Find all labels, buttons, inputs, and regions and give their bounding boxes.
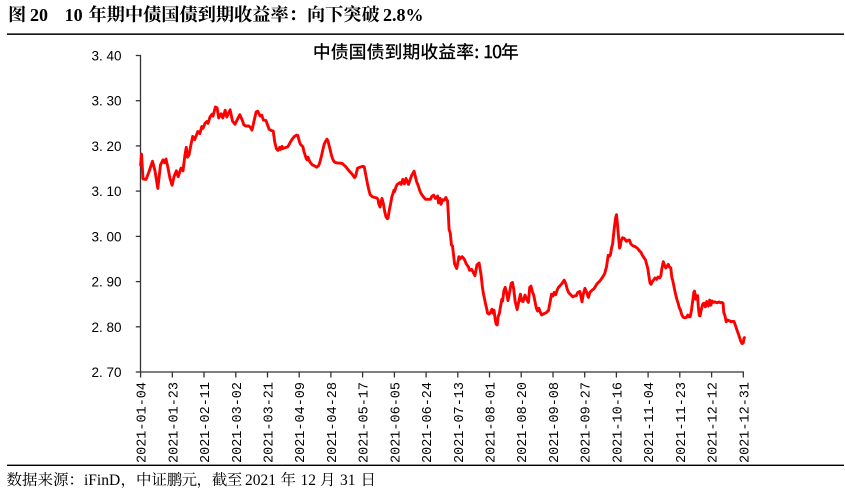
svg-text:2021-05-17: 2021-05-17: [358, 382, 373, 463]
svg-text:2. 90: 2. 90: [91, 275, 121, 290]
svg-text:2021-01-23: 2021-01-23: [167, 382, 182, 463]
svg-text:2021-11-04: 2021-11-04: [643, 382, 658, 463]
svg-text:20: 20: [30, 5, 48, 25]
svg-text:iFinD: iFinD: [84, 472, 120, 489]
svg-text:2021-10-16: 2021-10-16: [611, 382, 626, 463]
svg-text:3. 30: 3. 30: [91, 94, 121, 109]
svg-text:2021-09-27: 2021-09-27: [580, 382, 595, 463]
svg-text:31: 31: [340, 472, 356, 489]
svg-text:3. 10: 3. 10: [91, 184, 121, 199]
svg-text:2021-02-11: 2021-02-11: [199, 382, 214, 463]
svg-text:2021-12-12: 2021-12-12: [707, 382, 722, 463]
svg-text:2021-08-20: 2021-08-20: [516, 382, 531, 463]
svg-text:2021-06-05: 2021-06-05: [389, 382, 404, 463]
svg-text:2021-03-02: 2021-03-02: [231, 382, 246, 463]
svg-text:2. 70: 2. 70: [91, 365, 121, 380]
svg-text:2021-04-09: 2021-04-09: [294, 382, 309, 463]
svg-text:10: 10: [65, 5, 83, 25]
svg-text:12: 12: [301, 472, 317, 489]
svg-text:3. 40: 3. 40: [91, 49, 121, 64]
svg-text:2. 80: 2. 80: [91, 320, 121, 335]
svg-text:2021-01-04: 2021-01-04: [136, 382, 151, 463]
svg-text:2021-09-08: 2021-09-08: [548, 382, 563, 463]
svg-text:2021-08-01: 2021-08-01: [485, 382, 500, 463]
svg-text:2021-07-13: 2021-07-13: [453, 382, 468, 463]
svg-text:2021-11-23: 2021-11-23: [675, 382, 690, 463]
svg-text:2021: 2021: [245, 472, 276, 489]
svg-text:2021-04-28: 2021-04-28: [326, 382, 341, 463]
svg-text:2.8%: 2.8%: [383, 5, 424, 25]
svg-text:3. 20: 3. 20: [91, 139, 121, 154]
svg-text:2021-12-31: 2021-12-31: [738, 382, 753, 463]
svg-text:2021-03-21: 2021-03-21: [263, 382, 278, 463]
svg-text:2021-06-24: 2021-06-24: [421, 382, 436, 463]
svg-text:3. 00: 3. 00: [91, 229, 121, 244]
